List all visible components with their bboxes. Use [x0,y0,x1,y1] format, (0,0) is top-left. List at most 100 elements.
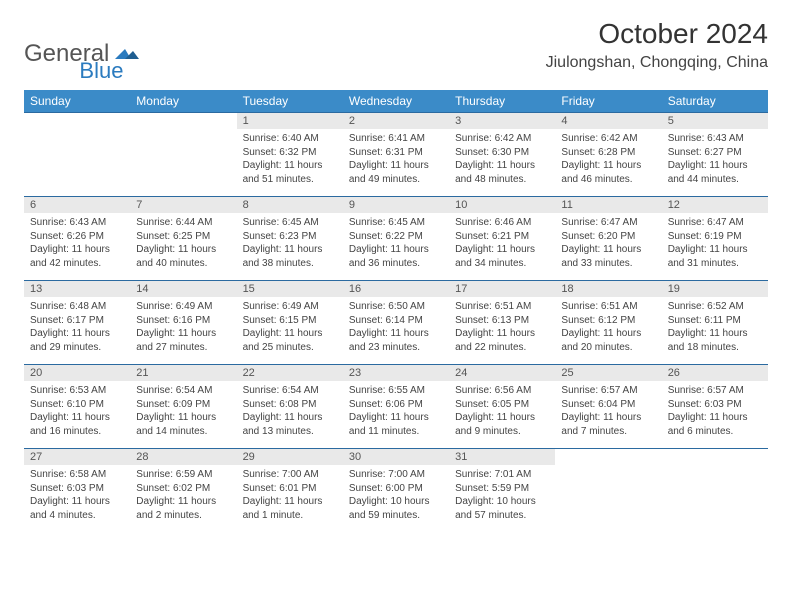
daylight-text-2: and 46 minutes. [561,173,655,187]
sunset-text: Sunset: 6:10 PM [30,398,124,412]
day-number: 17 [449,281,555,298]
day-number: 6 [24,197,130,214]
sunset-text: Sunset: 6:03 PM [30,482,124,496]
sunset-text: Sunset: 6:12 PM [561,314,655,328]
daylight-text-1: Daylight: 11 hours [136,495,230,509]
daylight-text-1: Daylight: 11 hours [455,411,549,425]
daylight-text-2: and 2 minutes. [136,509,230,523]
daybody-row: Sunrise: 6:40 AMSunset: 6:32 PMDaylight:… [24,129,768,197]
weekday-tuesday: Tuesday [237,90,343,113]
daylight-text-1: Daylight: 11 hours [243,243,337,257]
day-detail: Sunrise: 6:43 AMSunset: 6:27 PMDaylight:… [662,129,768,197]
daylight-text-1: Daylight: 11 hours [136,243,230,257]
day-detail: Sunrise: 6:47 AMSunset: 6:19 PMDaylight:… [662,213,768,281]
sunset-text: Sunset: 6:00 PM [349,482,443,496]
day-detail: Sunrise: 6:59 AMSunset: 6:02 PMDaylight:… [130,465,236,532]
sunset-text: Sunset: 6:08 PM [243,398,337,412]
sunset-text: Sunset: 6:06 PM [349,398,443,412]
day-detail: Sunrise: 6:57 AMSunset: 6:04 PMDaylight:… [555,381,661,449]
daylight-text-1: Daylight: 11 hours [668,411,762,425]
daylight-text-1: Daylight: 11 hours [455,327,549,341]
weekday-wednesday: Wednesday [343,90,449,113]
sunrise-text: Sunrise: 6:49 AM [136,300,230,314]
daylight-text-2: and 29 minutes. [30,341,124,355]
daylight-text-1: Daylight: 11 hours [668,243,762,257]
daylight-text-1: Daylight: 11 hours [561,411,655,425]
daylight-text-2: and 13 minutes. [243,425,337,439]
daylight-text-2: and 22 minutes. [455,341,549,355]
sunset-text: Sunset: 6:14 PM [349,314,443,328]
logo: General Blue [24,18,123,84]
sunset-text: Sunset: 6:01 PM [243,482,337,496]
day-number: 9 [343,197,449,214]
daylight-text-2: and 4 minutes. [30,509,124,523]
day-detail: Sunrise: 7:00 AMSunset: 6:00 PMDaylight:… [343,465,449,532]
sunrise-text: Sunrise: 6:54 AM [136,384,230,398]
daylight-text-2: and 31 minutes. [668,257,762,271]
daylight-text-1: Daylight: 11 hours [30,495,124,509]
calendar-body: 12345Sunrise: 6:40 AMSunset: 6:32 PMDayl… [24,113,768,533]
day-number: 8 [237,197,343,214]
day-detail: Sunrise: 6:44 AMSunset: 6:25 PMDaylight:… [130,213,236,281]
sunset-text: Sunset: 5:59 PM [455,482,549,496]
sunset-text: Sunset: 6:31 PM [349,146,443,160]
empty-cell [662,465,768,532]
daybody-row: Sunrise: 6:53 AMSunset: 6:10 PMDaylight:… [24,381,768,449]
sunrise-text: Sunrise: 6:42 AM [455,132,549,146]
sunset-text: Sunset: 6:26 PM [30,230,124,244]
weekday-thursday: Thursday [449,90,555,113]
daylight-text-1: Daylight: 11 hours [349,411,443,425]
day-number: 5 [662,113,768,130]
daylight-text-2: and 16 minutes. [30,425,124,439]
day-detail: Sunrise: 6:43 AMSunset: 6:26 PMDaylight:… [24,213,130,281]
sunset-text: Sunset: 6:21 PM [455,230,549,244]
day-number: 23 [343,365,449,382]
daylight-text-1: Daylight: 11 hours [349,159,443,173]
daylight-text-2: and 9 minutes. [455,425,549,439]
day-number: 29 [237,449,343,466]
sunrise-text: Sunrise: 6:52 AM [668,300,762,314]
day-number: 1 [237,113,343,130]
daylight-text-2: and 51 minutes. [243,173,337,187]
daylight-text-2: and 7 minutes. [561,425,655,439]
daylight-text-1: Daylight: 11 hours [30,411,124,425]
day-number: 21 [130,365,236,382]
day-detail: Sunrise: 6:40 AMSunset: 6:32 PMDaylight:… [237,129,343,197]
sunrise-text: Sunrise: 6:43 AM [30,216,124,230]
daylight-text-2: and 59 minutes. [349,509,443,523]
day-number: 26 [662,365,768,382]
sunrise-text: Sunrise: 6:47 AM [668,216,762,230]
sunset-text: Sunset: 6:16 PM [136,314,230,328]
daylight-text-1: Daylight: 11 hours [349,327,443,341]
daylight-text-1: Daylight: 11 hours [243,327,337,341]
day-detail: Sunrise: 6:53 AMSunset: 6:10 PMDaylight:… [24,381,130,449]
sunset-text: Sunset: 6:15 PM [243,314,337,328]
day-detail: Sunrise: 6:57 AMSunset: 6:03 PMDaylight:… [662,381,768,449]
day-detail: Sunrise: 6:56 AMSunset: 6:05 PMDaylight:… [449,381,555,449]
weekday-friday: Friday [555,90,661,113]
daylight-text-2: and 11 minutes. [349,425,443,439]
weekday-saturday: Saturday [662,90,768,113]
sunrise-text: Sunrise: 6:51 AM [561,300,655,314]
sunrise-text: Sunrise: 6:50 AM [349,300,443,314]
empty-cell [130,113,236,130]
day-detail: Sunrise: 6:42 AMSunset: 6:28 PMDaylight:… [555,129,661,197]
daylight-text-1: Daylight: 11 hours [668,327,762,341]
day-number: 19 [662,281,768,298]
daylight-text-1: Daylight: 11 hours [136,327,230,341]
sunset-text: Sunset: 6:20 PM [561,230,655,244]
day-detail: Sunrise: 6:49 AMSunset: 6:16 PMDaylight:… [130,297,236,365]
sunset-text: Sunset: 6:27 PM [668,146,762,160]
sunset-text: Sunset: 6:02 PM [136,482,230,496]
day-detail: Sunrise: 6:41 AMSunset: 6:31 PMDaylight:… [343,129,449,197]
daylight-text-2: and 18 minutes. [668,341,762,355]
sunrise-text: Sunrise: 7:00 AM [243,468,337,482]
weekday-monday: Monday [130,90,236,113]
sunset-text: Sunset: 6:04 PM [561,398,655,412]
sunrise-text: Sunrise: 6:42 AM [561,132,655,146]
daylight-text-1: Daylight: 11 hours [668,159,762,173]
daylight-text-1: Daylight: 11 hours [561,327,655,341]
daylight-text-1: Daylight: 10 hours [455,495,549,509]
title-block: October 2024 Jiulongshan, Chongqing, Chi… [546,18,768,80]
day-detail: Sunrise: 6:55 AMSunset: 6:06 PMDaylight:… [343,381,449,449]
